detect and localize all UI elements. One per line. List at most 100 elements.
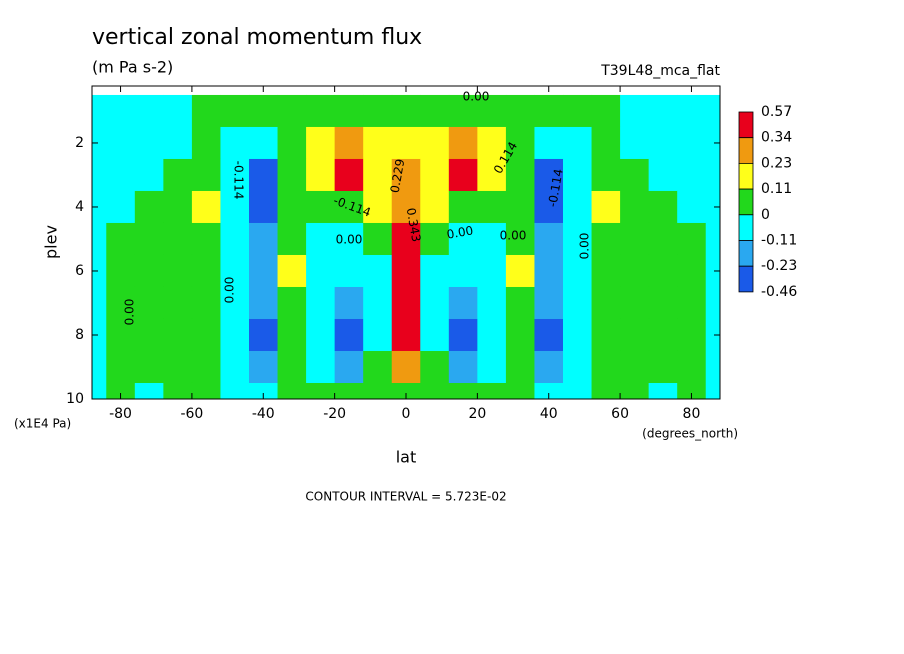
colorbar-label: 0.57 [761, 104, 792, 120]
field-cell [677, 350, 707, 384]
contour-label: -0.114 [545, 168, 566, 209]
field-cell [563, 254, 593, 288]
field-cell [163, 94, 193, 128]
field-cell [220, 382, 250, 399]
field-cell [277, 254, 307, 288]
field-cell [92, 254, 107, 288]
field-cell [677, 94, 707, 128]
field-cell [477, 382, 507, 399]
colorbar-box [738, 162, 754, 190]
field-cell [106, 350, 136, 384]
field-cell [249, 254, 279, 288]
field-cell [191, 158, 222, 192]
field-cell [648, 318, 678, 352]
field-cell [677, 190, 707, 224]
field-cell [591, 94, 621, 128]
field-cell [705, 254, 720, 288]
field-cell [591, 350, 621, 384]
field-cell [220, 254, 250, 288]
field-cell [191, 126, 222, 160]
field-cell [477, 158, 507, 192]
field-cell [620, 126, 650, 160]
colorbar-box [738, 214, 754, 241]
field-cell [563, 94, 593, 128]
field-cell [705, 222, 720, 256]
field-cell [505, 222, 536, 256]
field-cell [648, 286, 678, 320]
field-cell [648, 158, 678, 192]
field-cell [277, 222, 307, 256]
contour-label: 0.00 [223, 277, 237, 304]
field-cell [334, 382, 364, 399]
field-cell [420, 254, 450, 288]
field-cell [563, 286, 593, 320]
field-cell [106, 158, 136, 192]
colorbar-label: 0 [761, 207, 770, 223]
field-cell [106, 254, 136, 288]
field-cell [534, 350, 564, 384]
field-cell [277, 286, 307, 320]
field-cell [391, 158, 421, 192]
field-cell [106, 190, 136, 224]
field-cell [448, 94, 478, 128]
field-cell [163, 158, 193, 192]
field-cell [620, 222, 650, 256]
contour-label: 0.229 [388, 158, 408, 194]
colorbar-label: 0.23 [761, 155, 792, 171]
field-cell [620, 158, 650, 192]
field-cell [363, 158, 393, 192]
field-cell [277, 318, 307, 352]
field-cell [448, 222, 478, 256]
colorbar-label: 0.11 [761, 181, 792, 197]
colorbar-label: -0.11 [761, 233, 797, 249]
field-cell [534, 382, 564, 399]
field-cell [334, 286, 364, 320]
field-cell [92, 286, 107, 320]
field-cell [705, 318, 720, 352]
field-cell [92, 222, 107, 256]
field-cell [134, 318, 164, 352]
field-cell [277, 382, 307, 399]
field-cell [505, 318, 536, 352]
x-tick-label: 60 [611, 406, 629, 422]
field-cell [306, 126, 336, 160]
field-cell [505, 94, 536, 128]
field-cell [306, 254, 336, 288]
field-cell [505, 158, 536, 192]
field-cell [191, 94, 222, 128]
field-cell [448, 382, 478, 399]
field-cell [648, 382, 678, 399]
colorbar-box [738, 240, 754, 267]
x-tick-label: -80 [109, 406, 132, 422]
field-cell [220, 350, 250, 384]
field-cell [391, 286, 421, 320]
field-cell [677, 318, 707, 352]
field-cell [534, 94, 564, 128]
field-cell [563, 190, 593, 224]
field-cell [705, 190, 720, 224]
field-cell [391, 126, 421, 160]
field-cell [306, 158, 336, 192]
field-cell [306, 382, 336, 399]
field-cell [134, 158, 164, 192]
field-cell [134, 382, 164, 399]
field-cell [420, 382, 450, 399]
field-cell [363, 382, 393, 399]
field-cell [563, 222, 593, 256]
field-cell [163, 286, 193, 320]
field-cell [134, 286, 164, 320]
field-cell [249, 94, 279, 128]
field-cell [220, 286, 250, 320]
field-cell [249, 222, 279, 256]
field-cell [591, 318, 621, 352]
field-cell [620, 254, 650, 288]
field-cell [420, 350, 450, 384]
field-cell [505, 254, 536, 288]
field-cell [648, 350, 678, 384]
field-cell [92, 382, 107, 399]
field-cell [306, 286, 336, 320]
field-cell [92, 158, 107, 192]
contour-field [92, 94, 720, 399]
field-cell [534, 190, 564, 224]
